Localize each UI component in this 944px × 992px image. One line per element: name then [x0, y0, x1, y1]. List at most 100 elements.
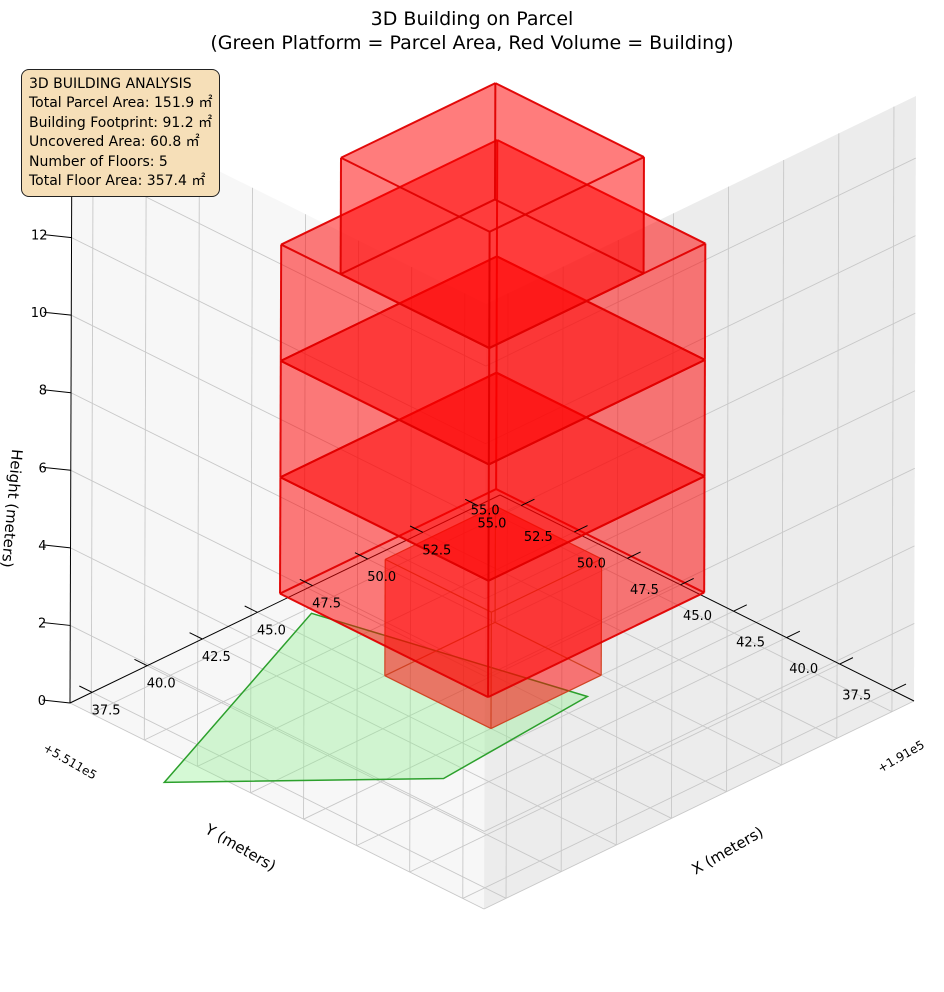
info-total-parcel-area: Total Parcel Area: 151.9 ㎡ [29, 95, 213, 112]
z-tick-mark [43, 466, 71, 471]
grid-line-z [484, 467, 915, 677]
x-axis-label: X (meters) [688, 823, 766, 878]
y-tick-label: 55.0 [471, 504, 500, 519]
floor-face [340, 83, 496, 275]
z-tick-mark [43, 234, 72, 239]
y-axis-line [499, 494, 915, 702]
floor-face [280, 372, 705, 581]
y-tick-mark [839, 657, 854, 665]
floor-edge [495, 505, 602, 560]
floor-edge [340, 198, 496, 276]
z-tick-mark [42, 544, 71, 549]
grid-line-z [485, 312, 916, 522]
floor-edge [280, 255, 498, 362]
floor-face [280, 372, 497, 594]
grid-line-x-wall [615, 239, 619, 846]
grid-line-y-floor [462, 690, 893, 899]
floor-face [280, 489, 705, 698]
x-tick-label: 40.0 [147, 677, 176, 692]
grid-line-y-wall [303, 214, 306, 820]
info-uncovered-area: Uncovered Area: 60.8 ㎡ [29, 134, 200, 151]
floor-edge [279, 592, 489, 699]
floor-edge [280, 359, 490, 466]
grid-line-z [484, 623, 915, 832]
axis-panes [70, 96, 916, 909]
floor-face [280, 256, 497, 478]
building-floor-5 [339, 82, 645, 349]
building-floor-3 [279, 255, 706, 582]
grid-line-z [485, 235, 916, 445]
floor-edge [384, 558, 492, 613]
y-tick-label: 40.0 [789, 662, 818, 677]
floor-edge [496, 371, 706, 478]
grid-line-x-floor [91, 691, 507, 899]
floor-edge [490, 674, 602, 730]
floor-face [496, 140, 706, 360]
grid-line-z [70, 547, 485, 755]
y-tick-label: 52.5 [524, 530, 553, 545]
floor-face [496, 372, 705, 593]
chart-title-line2: (Green Platform = Parcel Area, Red Volum… [210, 32, 733, 54]
grid-line-x-wall [560, 266, 564, 872]
floor-face [488, 476, 705, 698]
floor-edge [491, 558, 602, 613]
back-right-pane [70, 98, 486, 909]
floor-edge [488, 358, 706, 466]
floor-face [280, 477, 489, 698]
floor-face [280, 360, 489, 581]
x-tick-label: 55.0 [477, 517, 506, 532]
parcel-platform [162, 612, 590, 784]
floor-face [495, 83, 644, 274]
grid-line-z [484, 545, 915, 755]
floor-edge [279, 371, 497, 479]
grid-line-z [70, 469, 485, 677]
grid-line-y-wall [196, 161, 200, 767]
y-tick-mark [680, 577, 694, 586]
x-tick-mark [464, 498, 479, 507]
grid-line-y-wall [356, 240, 360, 846]
y-tick-label: 42.5 [736, 636, 765, 651]
floor-edge [495, 488, 705, 594]
grid-line-x-floor [146, 665, 562, 873]
z-tick-mark [43, 389, 72, 394]
z-axis-label: Height (meters) [0, 448, 26, 568]
z-tick-label: 2 [38, 616, 46, 631]
x-tick-label: 52.5 [422, 543, 451, 558]
floor-face [280, 244, 490, 465]
grid-line-y-floor [144, 531, 575, 741]
grid-line-x-wall [836, 133, 840, 739]
x-tick-mark [354, 552, 368, 560]
scene-geometry [162, 82, 707, 784]
z-tick-label: 12 [31, 229, 48, 244]
y-tick-mark [627, 551, 641, 559]
x-tick-label: 50.0 [367, 570, 396, 585]
floor-edge [496, 139, 706, 245]
x-tick-label: 42.5 [202, 650, 231, 665]
chart-title-line1: 3D Building on Parcel [371, 8, 574, 30]
grid-line-x-floor [312, 585, 727, 793]
x-tick-label: 47.5 [312, 597, 341, 612]
info-number-of-floors: Number of Floors: 5 [29, 153, 168, 170]
grid-line-z [70, 625, 485, 832]
floor-face [496, 256, 705, 477]
building-floor-4 [279, 139, 707, 466]
building-floor-1 [384, 505, 603, 730]
floor-edge [384, 621, 496, 677]
grid-line-z [483, 700, 915, 910]
floor-face [488, 359, 705, 581]
grid-line-x-wall [781, 159, 785, 766]
floor-face [281, 140, 706, 349]
z-tick-label: 10 [31, 306, 48, 321]
floor-edge [488, 272, 645, 349]
info-building-footprint: Building Footprint: 91.2 ㎡ [29, 114, 213, 131]
grid-line-y-floor [250, 584, 681, 794]
y-tick-label: 37.5 [842, 688, 871, 703]
grid-line-x-floor [422, 531, 838, 739]
floor-edge [489, 156, 645, 233]
grid-line-x-floor [202, 638, 617, 846]
grid-line-y-floor [409, 663, 840, 873]
floor-face [280, 256, 705, 465]
x-offset-label: +1.91e5 [875, 738, 927, 776]
grid-line-x-floor [477, 505, 893, 713]
floor-face [495, 506, 602, 676]
